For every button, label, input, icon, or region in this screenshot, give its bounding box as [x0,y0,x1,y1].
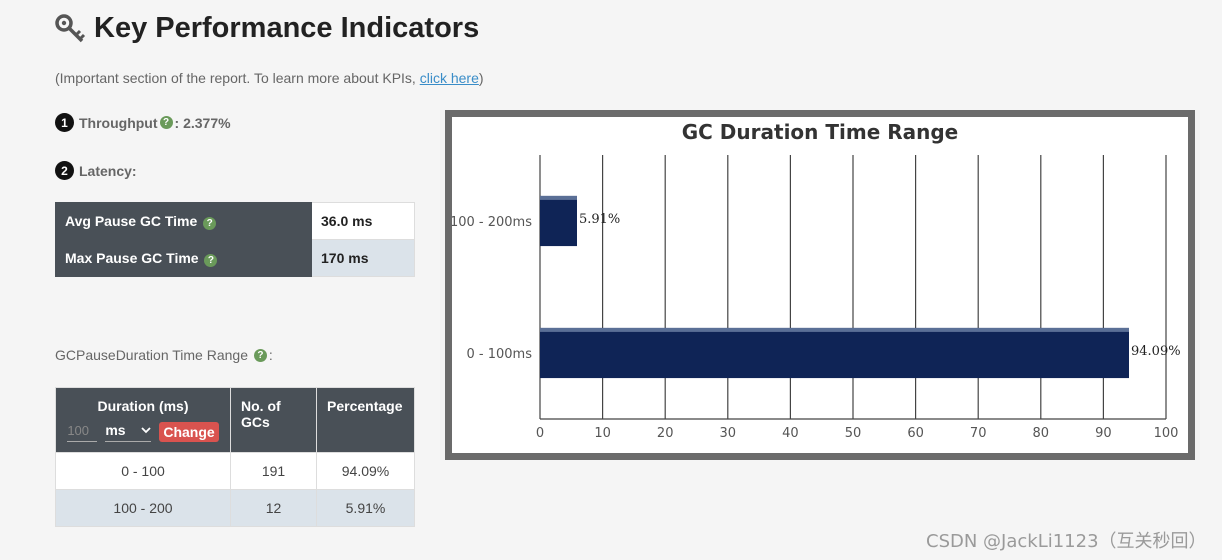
throughput-row: 1 Throughput ? : 2.377% [55,113,231,132]
x-tick-label: 70 [970,426,987,441]
chart-area: GC Duration Time Range 0 10 20 30 40 50 60 70 80 9… [452,117,1188,453]
bar [540,195,577,247]
table-row: Avg Pause GC Time ? 36.0 ms [55,202,415,240]
max-pause-label: Max Pause GC Time [65,249,199,266]
question-icon[interactable]: ? [203,216,217,230]
percentage-cell: 5.91% [316,489,415,527]
x-tick-label: 50 [845,426,862,441]
duration-input[interactable]: 100 [67,423,98,442]
x-tick-label: 90 [1095,426,1112,441]
throughput-value: : 2.377% [174,114,231,131]
change-button[interactable]: Change [159,422,219,442]
table-header-row: Duration (ms) 100 ms Change No. of GCs P… [55,387,415,453]
gc-duration-chart: GC Duration Time Range 0 10 20 30 40 50 60 70 80 9… [452,120,1181,441]
throughput-label: Throughput [79,114,158,131]
range-cell: 100 - 200 [55,489,231,527]
max-pause-label-cell: Max Pause GC Time ? [55,239,312,277]
question-icon[interactable]: ? [253,348,267,362]
learn-more-link[interactable]: click here [419,70,479,86]
question-icon[interactable]: ? [204,253,218,267]
subtitle-suffix: ) [478,70,484,86]
duration-header-label: Duration (ms) [97,398,189,414]
key-icon [55,13,86,42]
bar [540,327,1130,379]
x-tick-label: 80 [1033,426,1050,441]
gcs-cell: 12 [230,489,317,527]
x-tick-label: 30 [720,426,737,441]
range-section-label: GCPauseDuration Time Range ?: [55,347,273,363]
latency-row: 2 Latency: [55,161,137,180]
subtitle-text: (Important section of the report. To lea… [55,70,420,86]
page-subtitle: (Important section of the report. To lea… [55,70,484,86]
question-icon[interactable]: ? [159,116,173,129]
unit-select-value: ms [105,422,126,438]
avg-pause-label: Avg Pause GC Time [65,212,198,229]
page-header: Key Performance Indicators [54,12,479,45]
duration-range-table: Duration (ms) 100 ms Change No. of GCs P… [55,387,415,527]
x-tick-label: 60 [907,426,924,441]
data-label: 94.09% [1131,344,1181,359]
duration-controls: 100 ms Change [66,422,220,442]
chevron-down-icon [141,427,151,434]
step-badge-1: 1 [55,113,74,132]
category-label: 100 - 200ms [452,215,532,230]
latency-label: Latency: [79,162,137,179]
x-tick-label: 0 [536,426,544,441]
latency-table: Avg Pause GC Time ? 36.0 ms Max Pause GC… [55,202,415,277]
category-label: 0 - 100ms [467,347,533,362]
duration-header: Duration (ms) 100 ms Change [55,387,231,453]
data-label: 5.91% [579,212,620,227]
table-row: 100 - 200 12 5.91% [55,489,415,527]
avg-pause-label-cell: Avg Pause GC Time ? [55,202,312,240]
watermark: CSDN @JackLi1123（互关秒回） [926,531,1207,552]
gcs-cell: 191 [230,452,317,490]
page-title: Key Performance Indicators [94,12,480,44]
range-label-colon: : [268,347,273,363]
x-tick-label: 100 [1154,426,1179,441]
table-row: Max Pause GC Time ? 170 ms [55,239,415,277]
chart-title: GC Duration Time Range [682,120,959,144]
x-tick-label: 10 [594,426,611,441]
step-badge-2: 2 [55,161,74,180]
range-cell: 0 - 100 [55,452,231,490]
gcs-header: No. of GCs [230,387,317,453]
chart-frame: GC Duration Time Range 0 10 20 30 40 50 60 70 80 9… [445,110,1195,460]
avg-pause-value: 36.0 ms [311,202,415,240]
range-label-text: GCPauseDuration Time Range [55,347,248,363]
bar-highlight [540,195,577,200]
unit-select[interactable]: ms [105,422,152,442]
percentage-header: Percentage [316,387,415,453]
table-row: 0 - 100 191 94.09% [55,452,415,490]
bar-highlight [540,327,1130,332]
percentage-cell: 94.09% [316,452,415,490]
max-pause-value: 170 ms [311,239,415,277]
x-tick-label: 20 [657,426,674,441]
x-tick-label: 40 [782,426,799,441]
